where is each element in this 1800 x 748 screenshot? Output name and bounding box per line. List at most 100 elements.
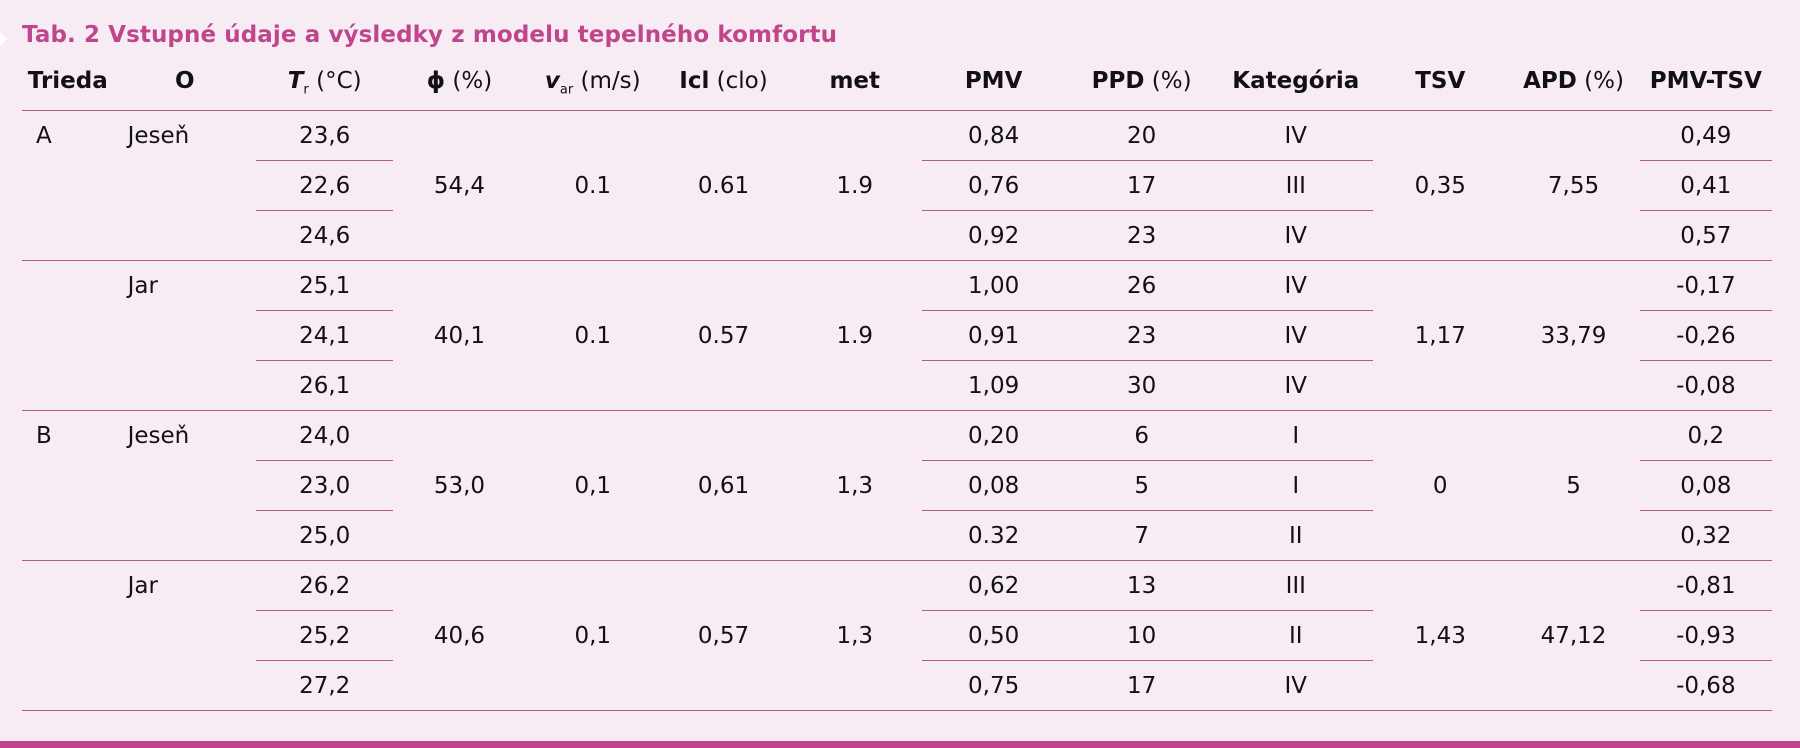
- cell-trieda: [22, 461, 114, 511]
- cell-trieda: [22, 661, 114, 711]
- cell-tr: 25,2: [256, 611, 394, 661]
- cell-obdobie: Jar: [127, 573, 158, 599]
- cell-pmv-tsv: -0,93: [1639, 611, 1772, 661]
- header-tr: Tr (°C): [256, 68, 394, 111]
- cell-pmv: 0,50: [922, 611, 1065, 661]
- table-row: 24,6 0,92 23 IV 0,57: [22, 211, 1772, 261]
- cell-ppd: 17: [1064, 661, 1219, 711]
- cell-pmv-tsv: -0,08: [1639, 361, 1772, 411]
- cell-pmv: 0,62: [922, 561, 1065, 611]
- cell-var: 0,1: [525, 561, 660, 711]
- cell-trieda: [22, 511, 114, 561]
- header-pmv-tsv: PMV-TSV: [1639, 68, 1772, 111]
- cell-tr: 26,2: [256, 561, 394, 611]
- header-obdobie: O: [113, 68, 256, 111]
- cell-pmv-tsv: 0,57: [1639, 211, 1772, 261]
- cell-pmv-tsv: 0,08: [1639, 461, 1772, 511]
- header-ppd: PPD (%): [1064, 68, 1219, 111]
- cell-kategoria: I: [1218, 411, 1374, 461]
- cell-var: 0.1: [525, 261, 660, 411]
- cell-tr: 25,0: [256, 511, 394, 561]
- cell-obdobie: [113, 361, 256, 411]
- cell-pmv-tsv: -0,68: [1639, 661, 1772, 711]
- cell-phi: 54,4: [393, 111, 526, 261]
- cell-ppd: 6: [1064, 411, 1219, 461]
- header-trieda: Trieda: [22, 68, 114, 111]
- cell-icl: 0,61: [659, 411, 788, 561]
- header-icl: Icl (clo): [659, 68, 788, 111]
- table-row: B Jeseň 24,0 53,0 0,1 0,61 1,3 0,20 6 I 0 5 0,2: [22, 411, 1772, 561]
- table-row: 25,0 0.32 7 II 0,32: [22, 511, 1772, 561]
- cell-apd: 33,79: [1507, 261, 1640, 411]
- cell-trieda: [22, 311, 114, 361]
- cell-tr: 24,0: [256, 411, 394, 461]
- cell-phi: 53,0: [393, 411, 526, 561]
- cell-kategoria: II: [1218, 611, 1374, 661]
- cell-kategoria: III: [1218, 161, 1374, 211]
- cell-icl: 0,57: [659, 561, 788, 711]
- cell-pmv-tsv: 0,32: [1639, 511, 1772, 561]
- cell-trieda: [22, 261, 114, 311]
- cell-kategoria: II: [1218, 511, 1374, 561]
- cell-kategoria: IV: [1218, 661, 1374, 711]
- cell-ppd: 5: [1064, 461, 1219, 511]
- cell-obdobie: Jar: [127, 273, 158, 299]
- cell-pmv-tsv: -0,26: [1639, 311, 1772, 361]
- header-phi: ϕ (%): [393, 68, 526, 111]
- cell-ppd: 23: [1064, 211, 1219, 261]
- cell-trieda: A: [36, 123, 52, 149]
- cell-pmv: 0,08: [922, 461, 1065, 511]
- cell-met: 1.9: [787, 111, 923, 261]
- cell-pmv: 0.32: [922, 511, 1065, 561]
- cell-pmv-tsv: -0,17: [1639, 261, 1772, 311]
- cell-ppd: 17: [1064, 161, 1219, 211]
- table-row: Jar 26,2 40,6 0,1 0,57 1,3 0,62 13 III 1,43 47,12-…: [22, 561, 1772, 711]
- cell-obdobie: [114, 161, 256, 211]
- cell-pmv-tsv: 0,2: [1639, 411, 1772, 461]
- cell-apd: 5: [1507, 411, 1640, 561]
- cell-pmv: 0,20: [922, 411, 1065, 461]
- cell-tr: 23,0: [256, 461, 394, 511]
- cell-obdobie: Jeseň: [127, 423, 190, 449]
- cell-tr: 27,2: [256, 661, 394, 711]
- cell-ppd: 13: [1064, 561, 1219, 611]
- cell-tr: 23,6: [256, 111, 394, 161]
- cell-kategoria: IV: [1218, 211, 1374, 261]
- cell-icl: 0.57: [659, 261, 788, 411]
- cell-met: 1,3: [787, 411, 923, 561]
- cell-apd: 7,55: [1507, 111, 1640, 261]
- cell-tsv: 0,35: [1373, 111, 1508, 261]
- cell-ppd: 20: [1064, 111, 1219, 161]
- header-met: met: [787, 68, 923, 111]
- cell-obdobie: [113, 661, 256, 711]
- cell-obdobie: Jeseň: [127, 123, 190, 149]
- cell-pmv: 0,91: [922, 311, 1065, 361]
- cell-ppd: 26: [1064, 261, 1219, 311]
- table-row: Jar 25,1 40,1 0.1 0.57 1.9 1,00 26 IV 1,17 33,79 -0…: [22, 261, 1772, 411]
- cell-ppd: 30: [1064, 361, 1219, 411]
- caption-bullet-icon: [0, 32, 7, 46]
- table-row: 25,2 0,50 10 II -0,93: [22, 611, 1772, 661]
- cell-ppd: 7: [1064, 511, 1219, 561]
- header-row: Trieda O Tr (°C) ϕ (%) var (m/s) Icl (cl…: [22, 68, 1772, 111]
- table-row: 27,2 0,75 17 IV -0,68: [22, 661, 1772, 711]
- cell-kategoria: IV: [1218, 261, 1374, 311]
- cell-trieda: [22, 611, 114, 661]
- cell-pmv: 0,75: [922, 661, 1065, 711]
- cell-pmv: 1,09: [922, 361, 1065, 411]
- cell-trieda: B: [36, 423, 52, 449]
- cell-apd: 47,12: [1507, 561, 1640, 711]
- cell-tr: 26,1: [256, 361, 394, 411]
- cell-trieda: [22, 211, 114, 261]
- table-row: 22,6 0,76 17 III 0,41: [22, 161, 1772, 211]
- header-var: var (m/s): [525, 68, 660, 111]
- table-container: Trieda O Tr (°C) ϕ (%) var (m/s) Icl (cl…: [22, 68, 1772, 711]
- header-kategoria: Kategória: [1218, 68, 1374, 111]
- cell-pmv-tsv: -0,81: [1639, 561, 1772, 611]
- cell-pmv-tsv: 0,41: [1639, 161, 1772, 211]
- cell-tr: 25,1: [256, 261, 394, 311]
- cell-tr: 24,6: [256, 211, 394, 261]
- cell-var: 0.1: [525, 111, 660, 261]
- header-apd: APD (%): [1507, 68, 1640, 111]
- header-pmv: PMV: [922, 68, 1065, 111]
